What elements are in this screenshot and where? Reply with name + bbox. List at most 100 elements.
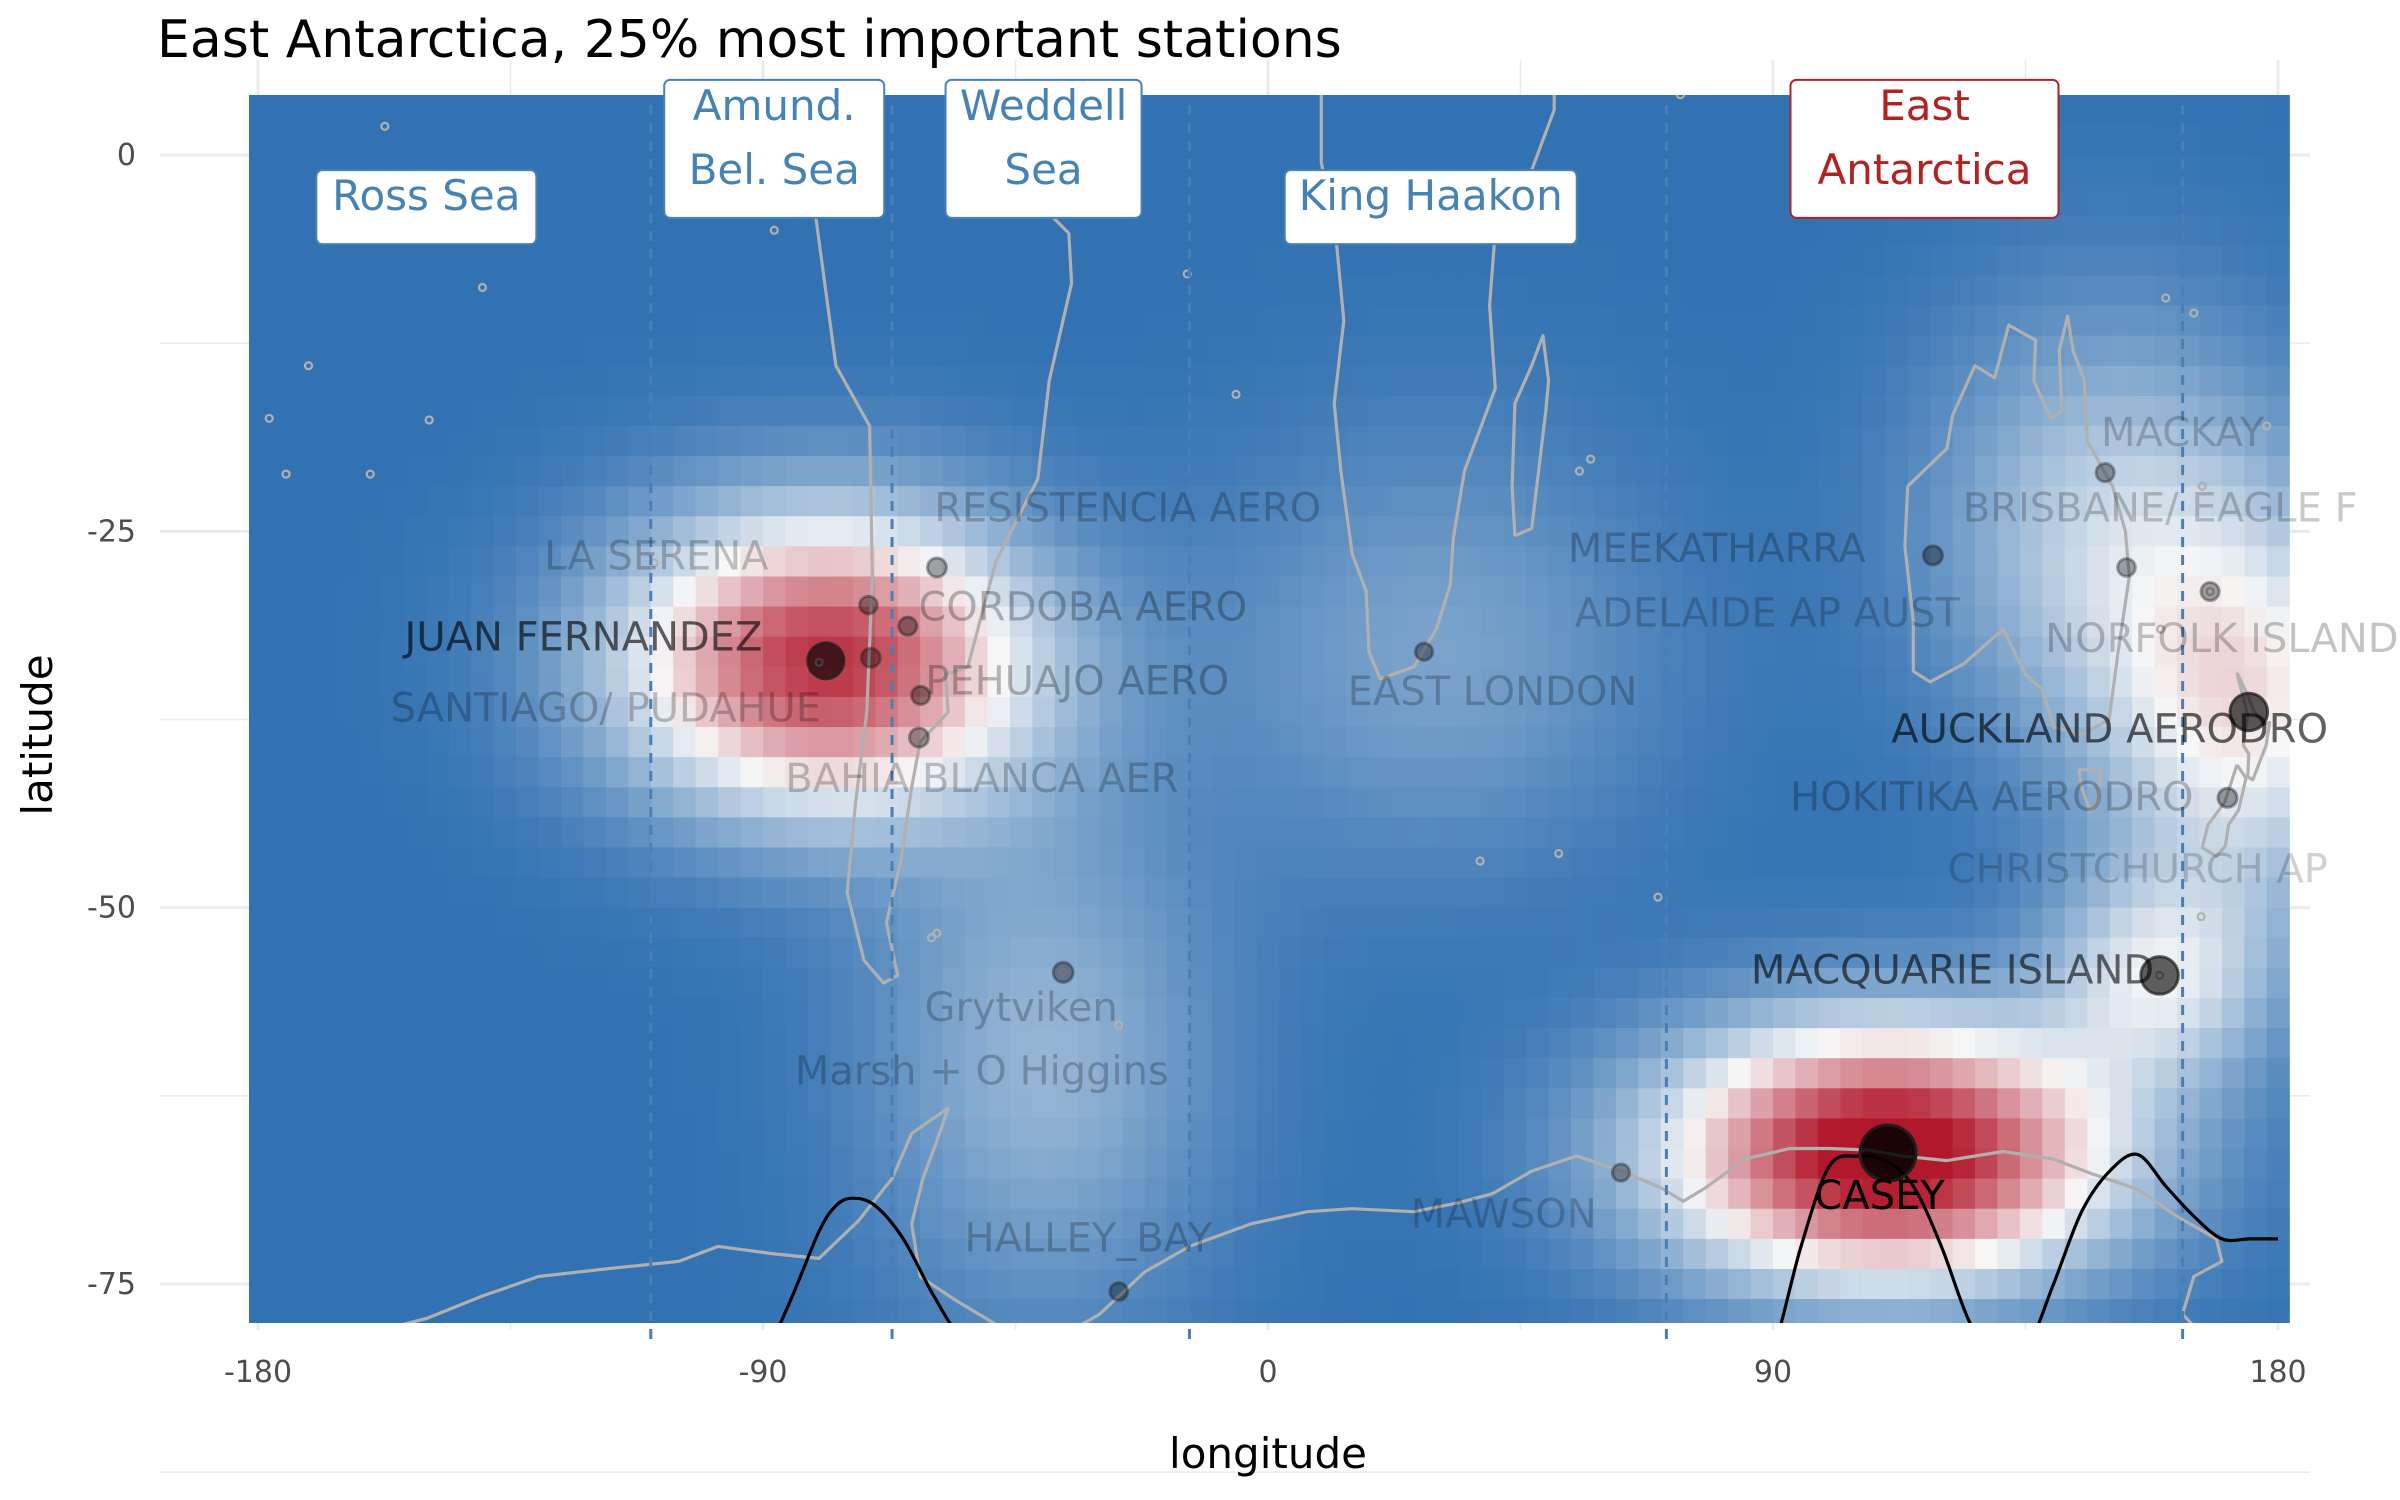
heat-cell — [561, 1028, 585, 1059]
heat-cell — [695, 576, 719, 608]
heat-cell — [1549, 1450, 1572, 1481]
heat-cell — [269, 1088, 293, 1120]
heat-cell — [1503, 275, 1527, 307]
heat-cell — [1997, 696, 2021, 728]
heat-cell — [1952, 516, 1976, 547]
heat-cell — [1862, 877, 1886, 909]
heat-cell — [1167, 245, 1191, 277]
heat-cell — [1683, 1268, 1707, 1300]
heat-cell — [1436, 305, 1460, 337]
heat-cell — [673, 787, 697, 818]
heat-cell — [1930, 305, 1954, 337]
heat-cell — [897, 215, 921, 246]
heat-cell — [1818, 1389, 1841, 1420]
heat-cell — [359, 1208, 383, 1240]
heat-cell — [291, 335, 315, 367]
heat-cell — [965, 1268, 989, 1300]
island — [769, 225, 779, 235]
heat-cell — [1369, 546, 1393, 578]
heat-cell — [2064, 997, 2088, 1029]
heat-cell — [269, 305, 293, 337]
heat-cell — [1952, 1028, 1976, 1059]
heat-cell — [1997, 365, 2021, 397]
heat-cell — [1885, 365, 1909, 397]
heat-cell — [1548, 877, 1572, 909]
heat-cell — [448, 666, 472, 698]
heat-cell — [1211, 185, 1235, 216]
heat-cell — [403, 636, 427, 668]
heat-cell — [1660, 1268, 1684, 1300]
heat-cell — [583, 1118, 607, 1150]
heat-cell — [1369, 1208, 1393, 1240]
heat-cell — [1660, 185, 1684, 216]
heat-cell — [1234, 95, 1258, 126]
heat-cell — [1750, 606, 1774, 638]
heat-cell — [2019, 1118, 2043, 1150]
heat-cell — [2244, 1178, 2268, 1210]
heat-cell — [1054, 606, 1078, 638]
heat-cell — [1728, 124, 1752, 156]
heat-cell — [785, 907, 809, 939]
heat-cell — [1615, 1178, 1639, 1210]
heat-cell — [1391, 1088, 1415, 1120]
heat-cell — [1750, 1299, 1774, 1323]
heat-cell — [1301, 877, 1325, 909]
heat-cell — [1750, 1028, 1774, 1059]
heat-cell — [1077, 696, 1101, 728]
heat-cell — [875, 606, 899, 638]
heat-cell — [852, 937, 876, 969]
heat-cell — [1930, 1028, 1954, 1059]
heat-cell — [1413, 606, 1437, 638]
heat-cell — [493, 576, 517, 608]
island — [264, 413, 274, 424]
heat-cell — [2019, 486, 2043, 517]
heat-cell — [1773, 425, 1797, 457]
heat-cell — [987, 727, 1011, 758]
heat-cell — [1144, 937, 1168, 969]
heat-cell — [1391, 817, 1415, 849]
heat-cell — [1705, 997, 1729, 1029]
heat-cell — [1436, 245, 1460, 277]
heat-cell — [337, 1359, 360, 1390]
island — [424, 415, 434, 425]
heat-cell — [493, 757, 517, 788]
heat-cell — [1930, 847, 1954, 879]
heat-cell — [2221, 937, 2245, 969]
station-label: SANTIAGO/ PUDAHUE — [391, 685, 821, 731]
heat-cell — [1324, 486, 1348, 517]
heat-cell — [1862, 425, 1886, 457]
heat-cell — [1391, 1329, 1414, 1360]
heat-cell — [359, 546, 383, 578]
heat-cell — [1256, 817, 1280, 849]
heat-cell — [1615, 787, 1639, 818]
heat-cell — [1369, 1268, 1393, 1300]
heat-cell — [1728, 185, 1752, 216]
heat-cell — [807, 335, 831, 367]
heat-cell — [2266, 546, 2290, 578]
heat-cell — [875, 486, 899, 517]
heat-cell — [1593, 1268, 1617, 1300]
heat-cell — [1638, 907, 1662, 939]
heat-cell — [426, 275, 450, 307]
heat-cell — [2019, 576, 2043, 608]
heat-cell — [1885, 576, 1909, 608]
heat-cell — [1256, 365, 1280, 397]
heat-cell — [1100, 1480, 1123, 1500]
heat-cell — [2064, 395, 2088, 427]
heat-cell — [1077, 275, 1101, 307]
heat-cell — [763, 636, 787, 668]
heat-cell — [1795, 817, 1819, 849]
heat-cell — [830, 425, 854, 457]
heat-cell — [471, 124, 495, 156]
heat-cell — [1683, 245, 1707, 277]
heat-cell — [1817, 937, 1841, 969]
heat-cell — [291, 275, 315, 307]
heat-cell — [448, 1299, 472, 1323]
heat-cell — [2244, 576, 2268, 608]
heat-cell — [987, 486, 1011, 517]
heat-cell — [314, 1238, 338, 1270]
heat-cell — [830, 1178, 854, 1210]
heat-cell — [2019, 1299, 2043, 1323]
heat-cell — [2087, 847, 2111, 879]
heat-cell — [1683, 847, 1707, 879]
